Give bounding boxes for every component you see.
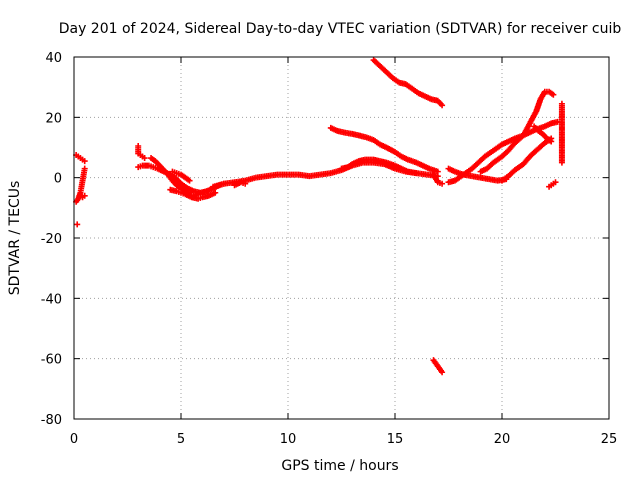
series-arc-8 xyxy=(169,168,193,184)
data-point xyxy=(74,221,81,228)
data-point xyxy=(439,369,446,376)
data-point xyxy=(81,192,88,199)
series-arc-14 xyxy=(370,57,446,109)
series-arc-11 xyxy=(231,179,249,189)
y-tick-label: 20 xyxy=(45,111,62,126)
series-arc-5 xyxy=(135,142,148,162)
data-point xyxy=(439,180,446,187)
data-point xyxy=(212,189,219,196)
y-tick-label: -60 xyxy=(41,353,62,368)
data-point xyxy=(558,159,565,166)
series-arc-19 xyxy=(477,88,557,175)
data-point xyxy=(81,158,88,165)
x-axis-label: GPS time / hours xyxy=(281,458,398,474)
data-point xyxy=(552,179,559,186)
series-arc-15 xyxy=(430,357,446,376)
x-tick-label: 15 xyxy=(387,432,404,447)
y-tick-label: 0 xyxy=(54,172,62,187)
x-tick-label: 25 xyxy=(601,432,618,447)
data-point xyxy=(81,165,88,172)
chart-title: Day 201 of 2024, Sidereal Day-to-day VTE… xyxy=(59,21,622,37)
x-tick-label: 0 xyxy=(70,432,78,447)
x-tick-label: 5 xyxy=(177,432,185,447)
series-arc-12 xyxy=(338,156,420,177)
series-arc-21 xyxy=(531,123,555,145)
series-arc-4 xyxy=(74,221,81,228)
data-point xyxy=(141,155,148,162)
series-arc-2 xyxy=(73,165,88,205)
y-tick-label: -80 xyxy=(41,413,62,428)
y-axis-label: SDTVAR / TECUs xyxy=(7,181,23,296)
y-tick-label: 40 xyxy=(45,51,62,66)
data-point xyxy=(186,177,193,184)
y-tick-label: -40 xyxy=(41,292,62,307)
x-tick-label: 20 xyxy=(494,432,511,447)
data-point xyxy=(434,168,441,175)
series-arc-3 xyxy=(77,192,88,201)
series-arc-1 xyxy=(73,152,88,165)
data-point xyxy=(413,170,420,177)
series-arc-7 xyxy=(148,155,210,199)
plot-frame xyxy=(73,56,610,420)
series-arc-22 xyxy=(546,179,559,190)
series-arc-9 xyxy=(167,186,219,202)
data-point xyxy=(439,102,446,109)
y-tick-label: -20 xyxy=(41,232,62,247)
data-point xyxy=(548,138,555,145)
grid-lines xyxy=(74,57,609,419)
series-arc-23 xyxy=(558,100,565,166)
series-arc-16 xyxy=(430,171,446,187)
data-point xyxy=(242,180,249,187)
data-point xyxy=(550,91,557,98)
data-points xyxy=(73,57,565,376)
series-arc-13 xyxy=(327,124,441,175)
x-tick-label: 10 xyxy=(280,432,297,447)
axis-ticks: 0 5 10 15 20 25 -80 -60 -40 -20 0 20 40 xyxy=(41,51,618,447)
